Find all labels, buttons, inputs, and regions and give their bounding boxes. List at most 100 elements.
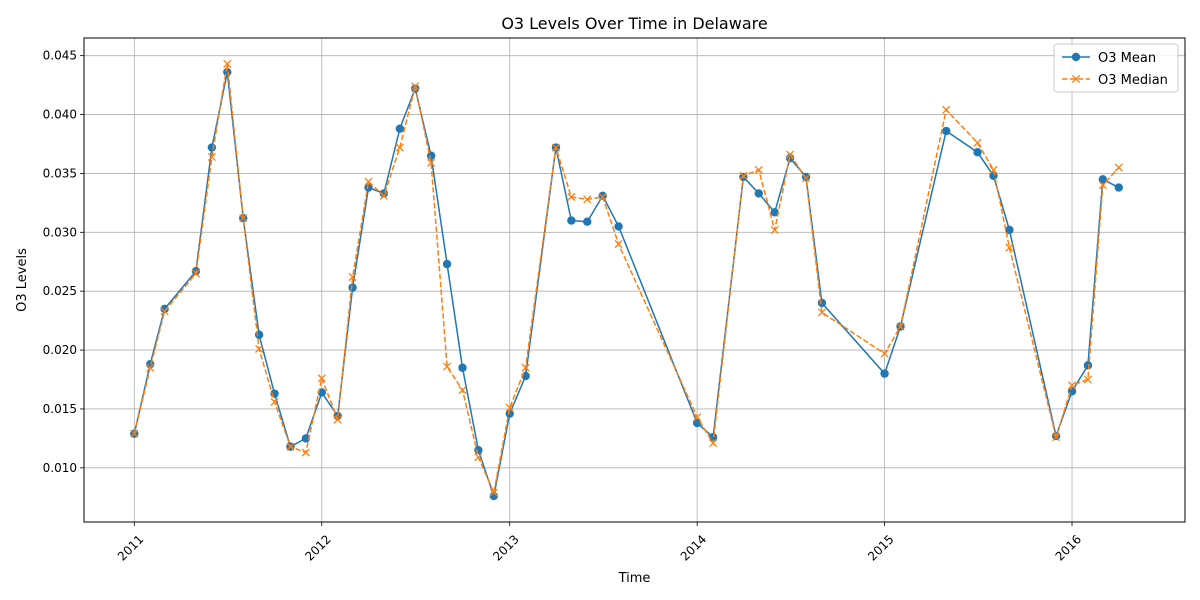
- y-tick-label: 0.045: [43, 49, 77, 63]
- o3-median-point: [286, 442, 295, 451]
- o3-mean-point: [458, 363, 467, 372]
- o3-median-point: [255, 344, 264, 353]
- legend-marker-o3-median: [1071, 74, 1081, 84]
- legend-label-o3-mean: O3 Mean: [1098, 51, 1156, 66]
- chart-title: O3 Levels Over Time in Delaware: [501, 14, 767, 33]
- o3-median-point: [395, 143, 404, 152]
- o3-median-point: [207, 152, 216, 161]
- o3-mean-point: [364, 183, 373, 192]
- o3-median-point: [896, 322, 905, 331]
- o3-mean-point: [1098, 175, 1108, 184]
- y-tick-label: 0.010: [43, 461, 77, 475]
- o3-median-point: [301, 448, 310, 457]
- o3-median-point: [474, 453, 483, 462]
- o3-mean-point: [395, 124, 405, 133]
- legend-marker-o3-mean: [1071, 52, 1081, 62]
- o3-median-point: [379, 191, 388, 200]
- o3-median-point: [1083, 375, 1092, 384]
- o3-median-point: [146, 363, 155, 372]
- o3-median-point: [317, 374, 326, 383]
- o3-median-point: [801, 174, 811, 183]
- o3-median-point: [709, 439, 718, 448]
- o3-median-point: [191, 269, 201, 278]
- o3-mean-point: [754, 189, 763, 198]
- o3-median-point: [443, 362, 452, 371]
- o3-median-point: [567, 192, 576, 202]
- y-tick-label: 0.035: [43, 166, 77, 180]
- o3-mean-point: [442, 259, 452, 269]
- y-tick-label: 0.025: [43, 284, 77, 298]
- o3-median-point: [1098, 181, 1107, 190]
- y-tick-label: 0.040: [43, 108, 77, 122]
- o3-median-point: [333, 415, 342, 424]
- o3-median-point: [364, 177, 373, 186]
- o3-median-point: [583, 195, 592, 204]
- o3-median-point: [598, 192, 607, 202]
- o3-median-point: [693, 413, 702, 422]
- o3-median-point: [1114, 163, 1123, 172]
- o3-median-point: [1067, 381, 1077, 390]
- o3-median-point: [739, 171, 748, 180]
- x-axis-label: Time: [618, 571, 651, 586]
- o3-median-point: [239, 214, 248, 223]
- o3-mean-point: [942, 126, 951, 136]
- legend: O3 Mean O3 Median: [1053, 43, 1179, 93]
- o3-median-point: [160, 307, 169, 316]
- o3-median-point: [427, 158, 436, 167]
- o3-mean-point: [505, 409, 514, 418]
- grid-lines: [84, 38, 1185, 522]
- y-tick-label: 0.020: [43, 343, 77, 357]
- o3-median-point: [223, 59, 232, 68]
- o3-mean-point: [348, 283, 357, 292]
- o3-median-point: [348, 272, 357, 282]
- o3-mean-point: [598, 191, 607, 201]
- o3-mean-point: [1005, 225, 1014, 235]
- o3-mean-point: [301, 434, 311, 443]
- o3-mean-point: [1083, 361, 1093, 370]
- o3-mean-point: [254, 330, 264, 339]
- o3-median-point: [770, 225, 779, 235]
- o3-mean-point: [614, 222, 623, 231]
- o3-median-point: [270, 397, 279, 406]
- o3-median-point: [489, 488, 498, 497]
- o3-mean-point: [692, 418, 702, 428]
- o3-mean-point: [567, 216, 576, 225]
- y-axis-label: O3 Levels: [15, 248, 30, 312]
- o3-median-series: [130, 59, 1123, 497]
- o3-mean-point: [207, 143, 217, 152]
- y-tick-label: 0.030: [43, 225, 77, 239]
- o3-median-point: [817, 308, 826, 317]
- o3-mean-point: [426, 151, 436, 160]
- plot-frame: [83, 37, 1186, 523]
- o3-median-point: [551, 143, 560, 152]
- series-layer: [130, 59, 1123, 501]
- o3-median-point: [880, 349, 889, 358]
- o3-median-point: [973, 138, 982, 147]
- o3-median-point: [754, 165, 763, 174]
- o3-median-point: [130, 429, 139, 438]
- o3-median-point: [1052, 433, 1061, 442]
- o3-mean-point: [770, 208, 779, 217]
- o3-mean-point: [973, 148, 982, 157]
- o3-mean-point: [817, 298, 827, 308]
- legend-box: [1053, 43, 1179, 93]
- o3-median-point: [942, 105, 951, 114]
- o3-median-point: [1005, 243, 1014, 252]
- y-tick-label: 0.015: [43, 402, 77, 416]
- o3-median-point: [458, 386, 467, 395]
- o3-mean-point: [474, 445, 483, 455]
- o3-median-point: [411, 82, 420, 91]
- o3-mean-point: [1114, 183, 1123, 192]
- o3-mean-series: [130, 67, 1123, 501]
- o3-median-point: [521, 363, 530, 372]
- o3-mean-point: [160, 304, 169, 314]
- o3-median-point: [505, 403, 514, 412]
- o3-mean-point: [880, 369, 889, 378]
- o3-mean-point: [583, 217, 592, 226]
- o3-median-point: [614, 240, 623, 249]
- legend-label-o3-median: O3 Median: [1098, 73, 1168, 88]
- o3-median-point: [989, 165, 998, 174]
- o3-median-point: [786, 150, 795, 159]
